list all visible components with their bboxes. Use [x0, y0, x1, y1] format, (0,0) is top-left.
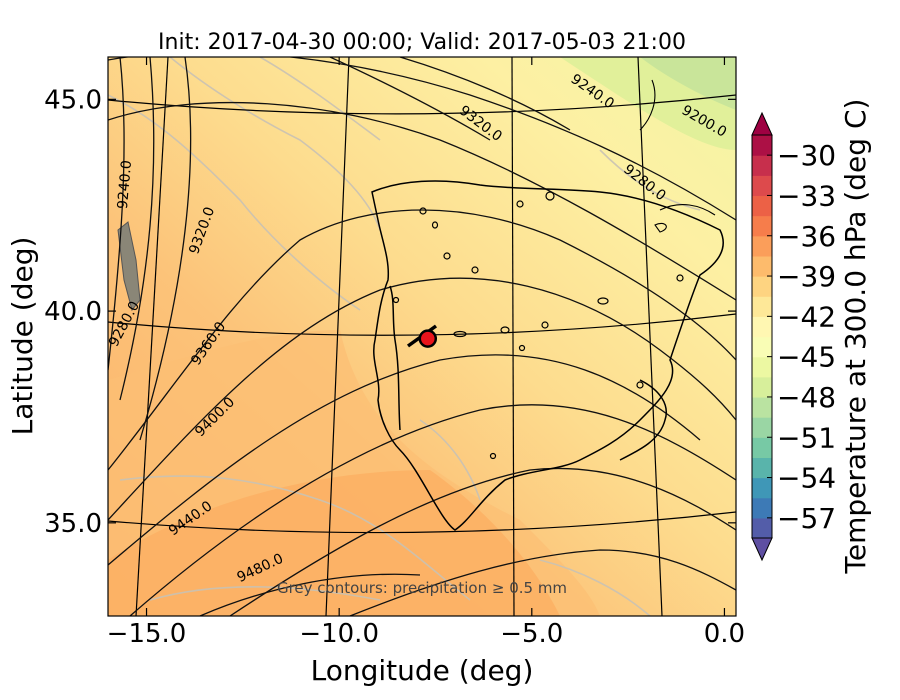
precip-shaded-patch [117, 221, 141, 312]
colorbar-band [752, 437, 772, 458]
x-tick-label: 0.0 [704, 619, 745, 649]
iberia-coastline [371, 180, 724, 531]
colorbar-band [752, 235, 772, 257]
y-tick-label: 40.0 [44, 297, 102, 327]
colorbar-tick-label: −57 [777, 502, 836, 535]
colorbar-band [752, 175, 772, 197]
meridians [135, 57, 663, 616]
colorbar-tick-label: −45 [777, 341, 836, 374]
orography-blobs [392, 191, 684, 460]
warmest-region [108, 470, 560, 616]
colorbar-band [752, 316, 772, 338]
x-axis-label: Longitude (deg) [311, 654, 534, 687]
colorbar-tick-label: −36 [777, 220, 836, 253]
colorbar-band [752, 376, 772, 398]
colorbar-tick-label: −42 [777, 300, 836, 333]
contour-label-9240-left: 9240.0 [115, 160, 135, 210]
colorbar-tick-label: −39 [777, 260, 836, 293]
height-contours [108, 57, 736, 616]
colorbar-tick-label: −33 [777, 179, 836, 212]
colorbar-label: Temperature at 300.0 hPa (deg C) [839, 99, 872, 575]
precip-contours [108, 57, 701, 616]
colorbar-band [752, 135, 772, 156]
colorbar-band [752, 396, 772, 418]
colorbar-band [752, 336, 772, 358]
colorbar-tick-label: −54 [777, 462, 836, 495]
y-tick-label: 35.0 [44, 509, 102, 539]
coolest-region [640, 57, 736, 110]
colorbar: −30 −33 −36 −39 −42 −45 −48 −51 −54 −57 [751, 111, 836, 562]
colorbar-band [752, 517, 772, 539]
colorbar-band [752, 457, 772, 479]
coastline-fragments [639, 79, 716, 233]
y-axis-label: Latitude (deg) [6, 237, 39, 436]
colorbar-extend-max [751, 111, 773, 136]
plot-frame [107, 56, 737, 617]
colorbar-frame [751, 134, 773, 539]
location-marker [406, 324, 438, 348]
colorbar-band [752, 276, 772, 297]
x-axis: −15.0 −10.0 −5.0 0.0 [107, 57, 745, 649]
map-panel: 9240.0 9200.0 9320.0 9280.0 9240.0 9320.… [108, 57, 736, 616]
precip-annotation: Grey contours: precipitation ≥ 0.5 mm [277, 579, 567, 597]
y-axis: 35.0 40.0 45.0 [44, 85, 736, 539]
colorbar-band [752, 477, 772, 499]
colorbar-band [752, 497, 772, 519]
colorbar-band [752, 255, 772, 277]
colorbar-band [752, 195, 772, 217]
colorbar-tick-label: −51 [777, 421, 836, 454]
colorbar-band [752, 296, 772, 317]
x-tick-label: −10.0 [299, 619, 379, 649]
marker-point [418, 329, 438, 348]
colorbar-tick-label: −48 [777, 381, 836, 414]
chart-title: Init: 2017-04-30 00:00; Valid: 2017-05-0… [158, 30, 686, 55]
x-tick-label: −15.0 [107, 619, 187, 649]
x-tick-label: −5.0 [500, 619, 563, 649]
colorbar-band [752, 356, 772, 378]
colorbar-band [752, 155, 772, 176]
y-tick-label: 45.0 [44, 85, 102, 115]
colorbar-band [752, 215, 772, 237]
colorbar-band [752, 417, 772, 438]
colorbar-tick-label: −30 [777, 139, 836, 172]
colorbar-extend-min [751, 537, 773, 562]
